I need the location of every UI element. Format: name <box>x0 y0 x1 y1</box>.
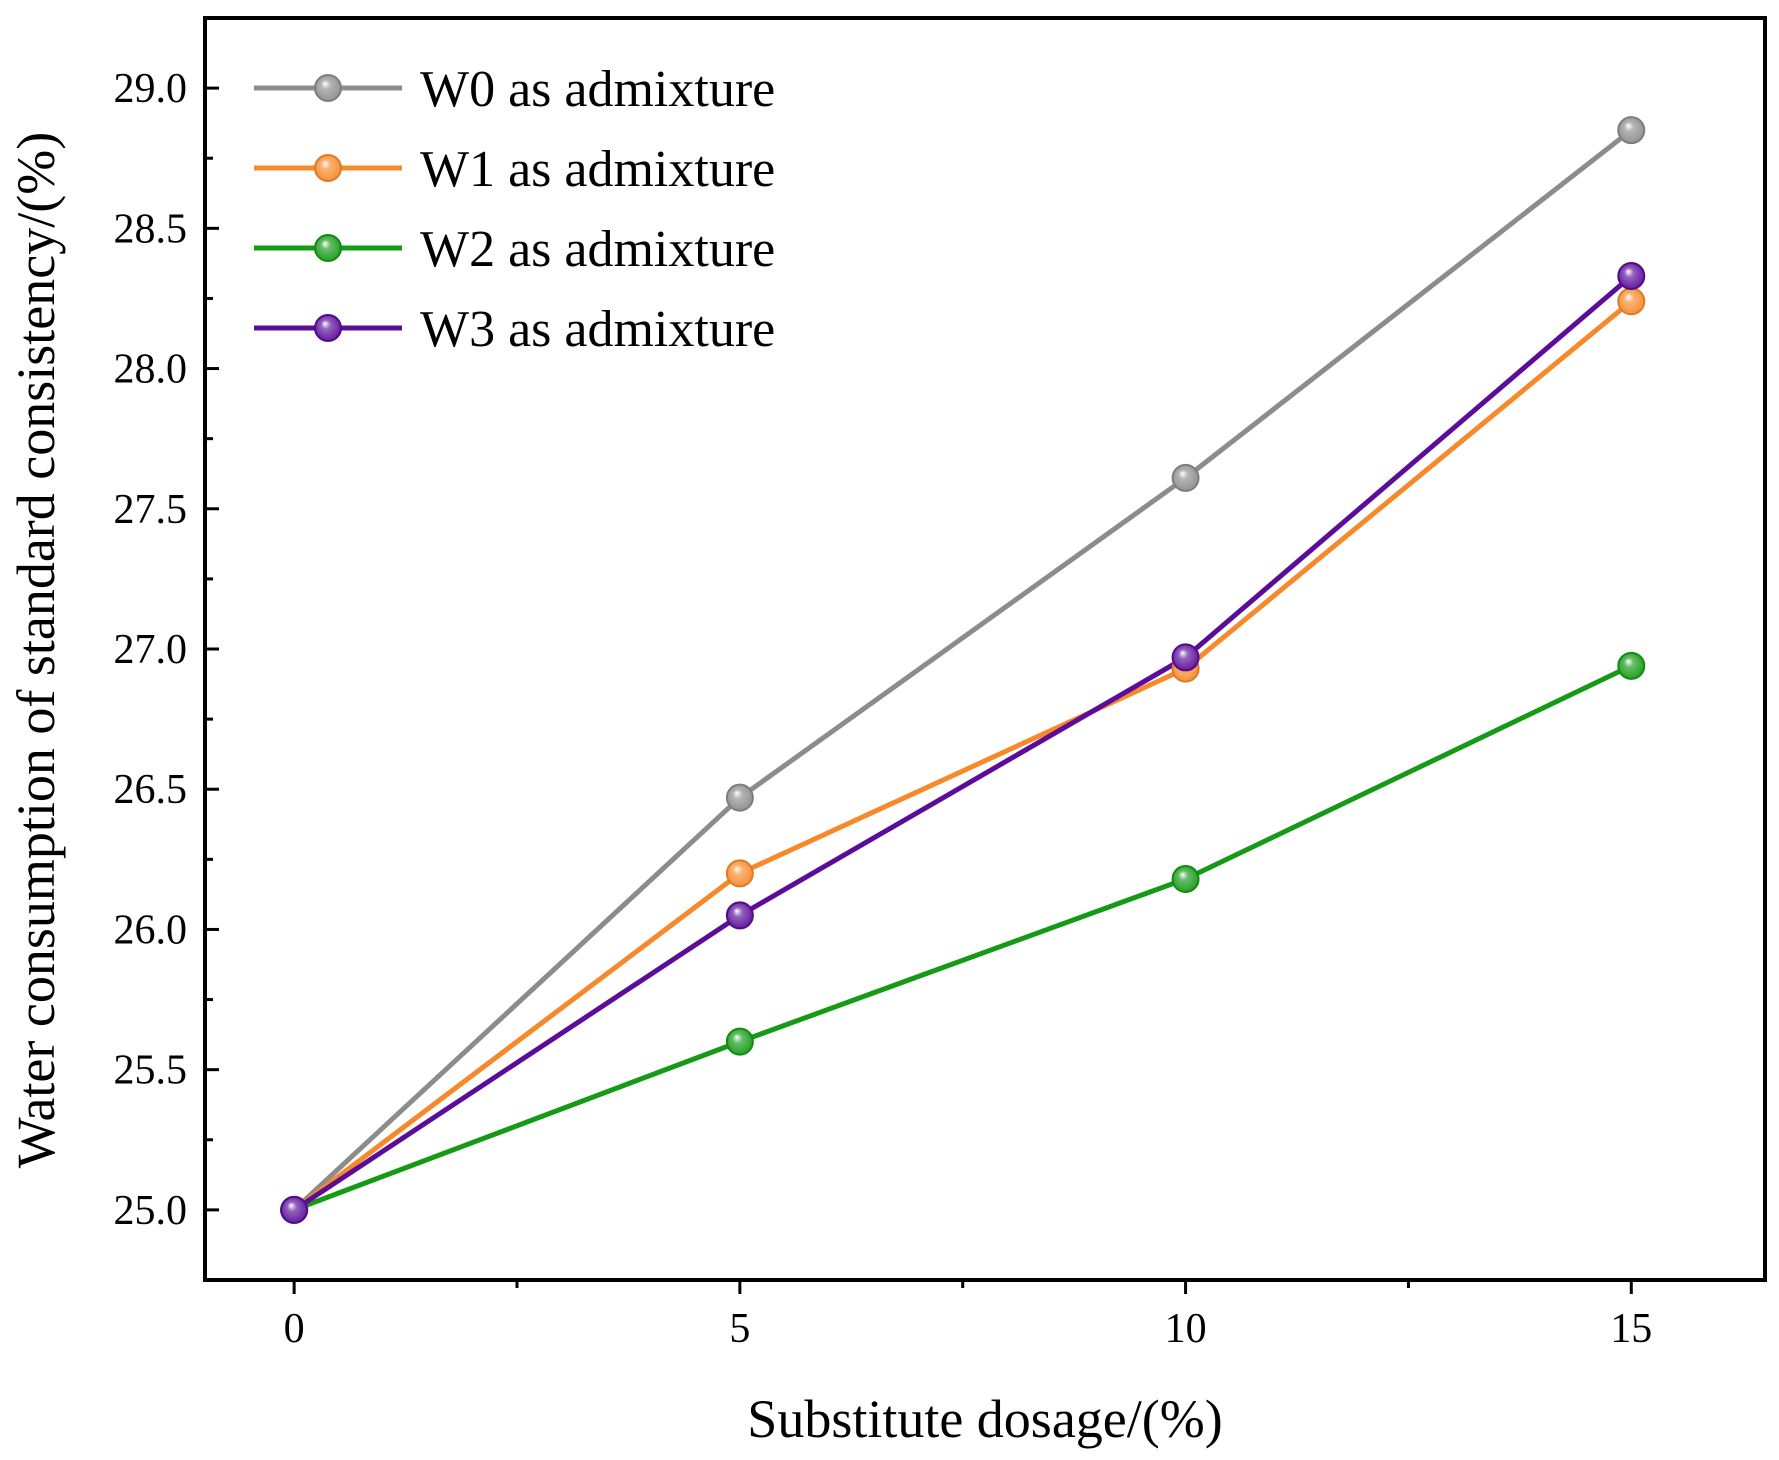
data-point <box>725 783 754 812</box>
data-point <box>1617 262 1646 291</box>
data-point <box>1171 463 1200 492</box>
y-tick-label: 28.5 <box>114 206 188 252</box>
series-w2 <box>293 663 1633 1213</box>
legend-label: W1 as admixture <box>420 141 775 198</box>
legend-marker <box>314 234 342 262</box>
series-markers-w0 <box>280 116 1646 1224</box>
y-tick-label: 27.0 <box>114 627 188 673</box>
data-point <box>725 859 754 888</box>
legend-marker <box>314 74 342 102</box>
legend-label: W3 as admixture <box>420 301 775 358</box>
data-point <box>1617 651 1646 680</box>
x-tick-label: 10 <box>1165 1306 1207 1352</box>
series-layer <box>280 116 1646 1224</box>
y-tick-label: 29.0 <box>114 66 188 112</box>
data-point <box>1617 287 1646 316</box>
data-point <box>725 901 754 930</box>
series-line <box>293 663 1633 1213</box>
y-tick-label: 26.5 <box>114 767 188 813</box>
legend: W0 as admixture W1 as admixture W2 as admi… <box>254 61 775 358</box>
series-w0 <box>292 128 1633 1212</box>
data-point <box>1617 116 1646 145</box>
x-axis: 0 5 10 15 <box>284 1280 1652 1352</box>
x-axis-title: Substitute dosage/(%) <box>747 1389 1222 1449</box>
series-markers-w3 <box>280 262 1646 1224</box>
data-point <box>280 1195 309 1224</box>
series-w3 <box>292 274 1633 1212</box>
series-line <box>292 299 1633 1212</box>
data-point <box>725 1027 754 1056</box>
x-tick-label: 5 <box>729 1306 750 1352</box>
y-tick-label: 25.0 <box>114 1188 188 1234</box>
y-tick-label: 27.5 <box>114 487 188 533</box>
x-tick-label: 15 <box>1610 1306 1652 1352</box>
x-tick-label: 0 <box>284 1306 305 1352</box>
y-tick-label: 26.0 <box>114 907 188 953</box>
y-axis-title: Water consumption of standard consistenc… <box>6 132 66 1168</box>
legend-item: W1 as admixture <box>254 141 775 198</box>
y-axis: 25.0 25.5 26.0 26.5 27.0 27.5 28.0 28.5 29.0 <box>114 66 219 1234</box>
y-tick-label: 25.5 <box>114 1048 188 1094</box>
y-tick-label: 28.0 <box>114 347 188 393</box>
legend-marker <box>314 314 342 342</box>
legend-marker <box>314 154 342 182</box>
legend-item: W2 as admixture <box>254 221 775 278</box>
series-w1 <box>292 299 1633 1212</box>
legend-label: W0 as admixture <box>420 61 775 118</box>
series-line <box>292 274 1633 1212</box>
data-point <box>1171 864 1200 893</box>
series-line <box>292 128 1633 1212</box>
legend-item: W3 as admixture <box>254 301 775 358</box>
data-point <box>1171 643 1200 672</box>
legend-item: W0 as admixture <box>254 61 775 118</box>
legend-label: W2 as admixture <box>420 221 775 278</box>
